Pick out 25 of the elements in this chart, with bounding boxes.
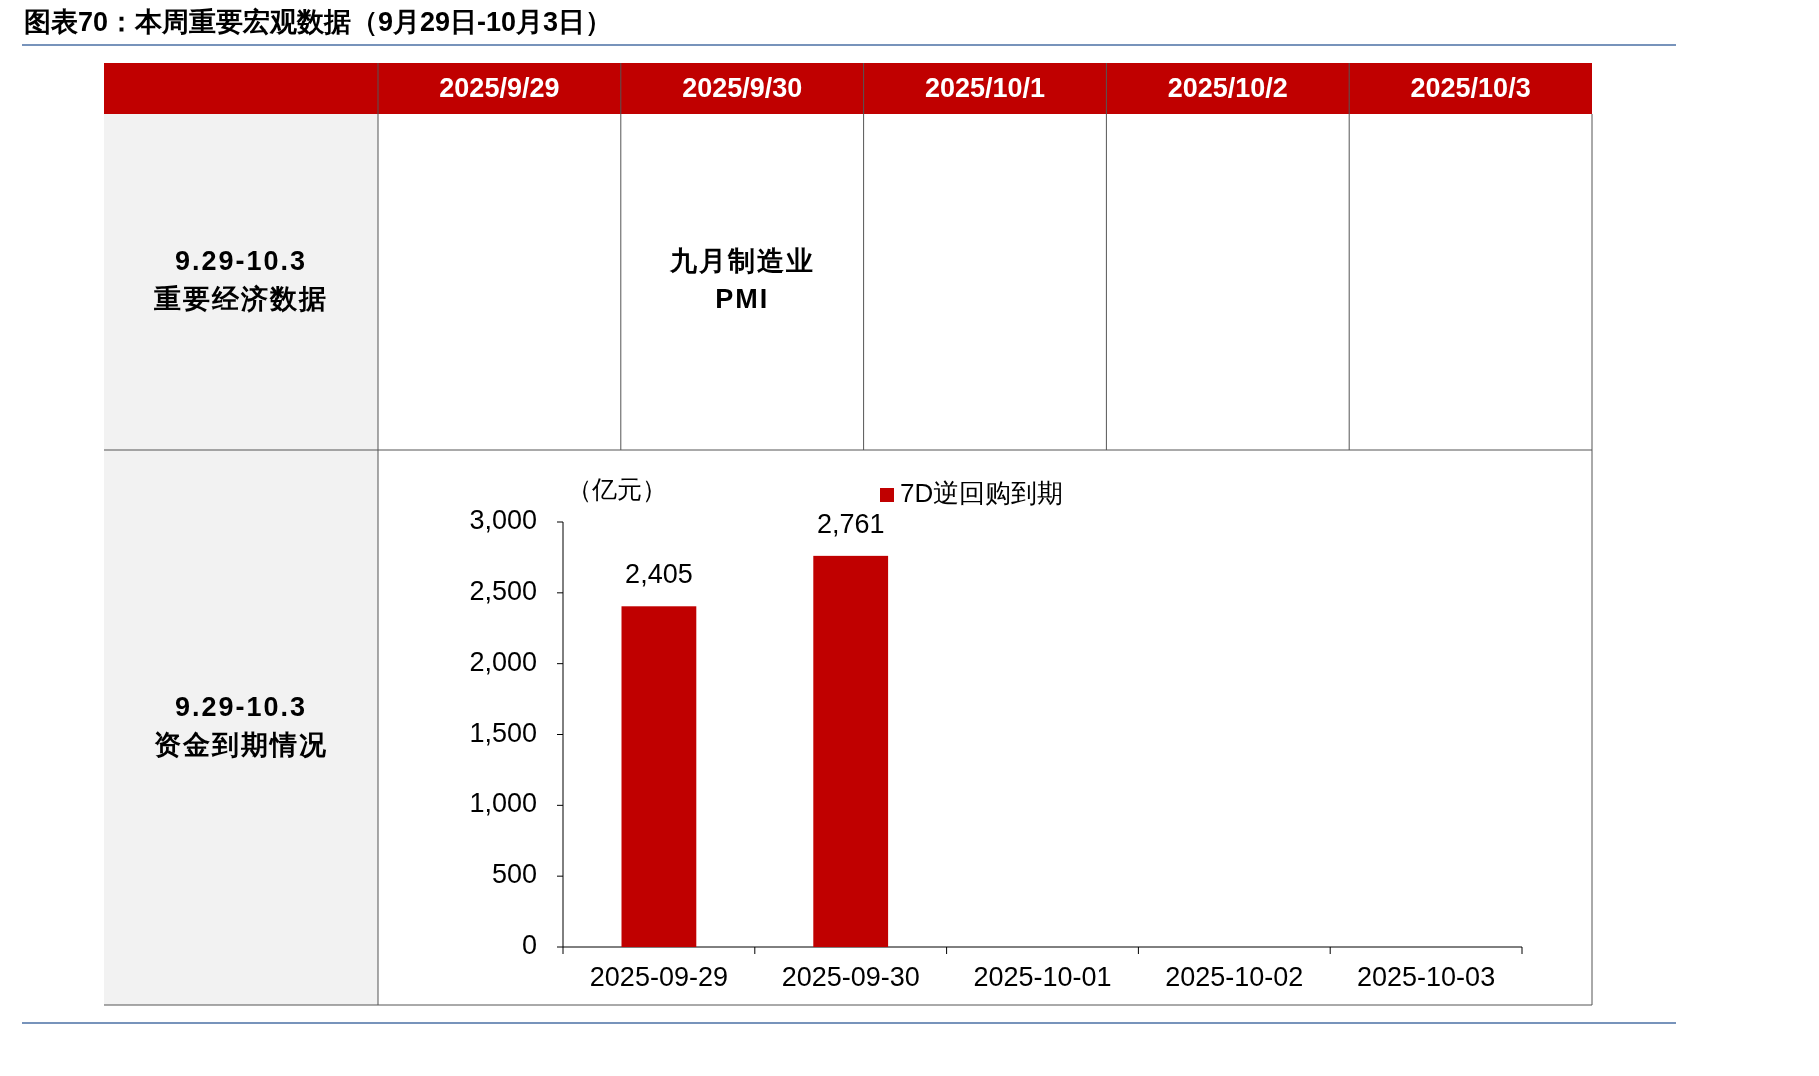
y-tick-label: 1,000 xyxy=(469,788,537,819)
y-tick-label: 0 xyxy=(521,930,537,961)
y-tick-label: 2,000 xyxy=(469,646,537,677)
x-tick-label: 2025-10-01 xyxy=(973,962,1112,993)
text: 图表70：本周重要宏观数据（9月29日-10月3日） xyxy=(24,7,613,38)
x-tick-label: 2025-09-30 xyxy=(781,962,920,993)
x-tick-label: 2025-10-02 xyxy=(1165,962,1304,993)
category-label: 2025/10/3 xyxy=(1410,72,1531,103)
y-tick-label: 1,500 xyxy=(469,717,537,748)
text: 九月制造业 PMI xyxy=(668,246,815,315)
x-tick-label: 2025-09-29 xyxy=(589,962,728,993)
category-label: 2025/9/30 xyxy=(682,72,803,103)
text: 2,405 xyxy=(625,559,693,590)
y-tick-label: 3,000 xyxy=(469,505,537,536)
category-label: 2025/9/29 xyxy=(439,72,560,103)
legend-label: 7D逆回购到期 xyxy=(900,477,1064,508)
y-tick-label: 2,500 xyxy=(469,575,537,606)
category-label: 2025/10/2 xyxy=(1167,72,1288,103)
x-tick-label: 2025-10-03 xyxy=(1357,962,1496,993)
text: 9.29-10.3 重要经济数据 xyxy=(153,246,328,315)
text: 2,761 xyxy=(816,508,885,539)
text: 9.29-10.3 资金到期情况 xyxy=(154,691,328,760)
y-axis-title: （亿元） xyxy=(567,474,667,503)
y-tick-label: 500 xyxy=(491,859,537,890)
category-label: 2025/10/1 xyxy=(924,72,1046,103)
